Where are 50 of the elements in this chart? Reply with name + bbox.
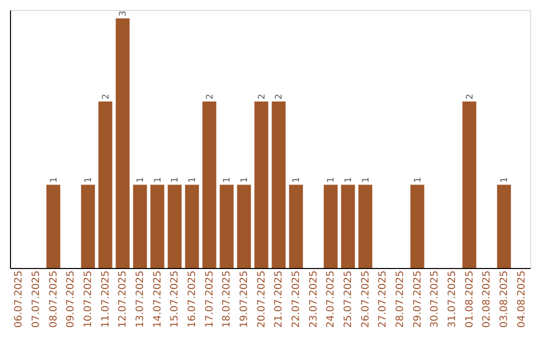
x-tick-label: 10.07.2025 [83, 270, 94, 328]
data-label: 2 [465, 94, 476, 100]
x-tick-label: 24.07.2025 [326, 270, 337, 328]
x-tick-label: 02.08.2025 [482, 270, 493, 328]
x-tick-label: 09.07.2025 [66, 270, 77, 328]
data-label: 2 [205, 94, 216, 100]
x-tick-label: 13.07.2025 [135, 270, 146, 328]
x-tick-label: 28.07.2025 [395, 270, 406, 328]
x-tick-label: 15.07.2025 [170, 270, 181, 328]
x-tick-label: 06.07.2025 [14, 270, 25, 328]
x-tick-label: 17.07.2025 [204, 270, 216, 328]
x-tick-label: 27.07.2025 [378, 270, 389, 328]
data-label: 1 [49, 177, 60, 183]
x-tick-label: 29.07.2025 [412, 270, 424, 328]
x-tick-label: 14.07.2025 [152, 270, 164, 328]
data-label: 1 [344, 177, 354, 183]
data-label: 1 [136, 177, 146, 183]
data-label: 1 [84, 177, 94, 183]
x-tick-label: 26.07.2025 [360, 270, 372, 328]
x-tick-label: 19.07.2025 [239, 270, 250, 328]
data-label: 3 [118, 10, 129, 16]
data-label: 1 [222, 177, 233, 183]
x-tick-label: 03.08.2025 [499, 270, 510, 328]
data-label: 1 [326, 177, 337, 183]
x-tick-label: 04.08.2025 [516, 270, 528, 328]
x-tick-label: 23.07.2025 [308, 270, 320, 328]
data-label: 1 [292, 177, 302, 183]
data-label: 2 [274, 94, 285, 100]
x-tick-label: 16.07.2025 [187, 270, 198, 328]
data-label: 1 [500, 177, 510, 183]
data-label: 1 [188, 177, 198, 183]
x-tick-label: 22.07.2025 [291, 270, 302, 328]
x-tick-label: 01.08.2025 [464, 270, 476, 328]
data-label: 1 [361, 177, 372, 183]
x-tick-label: 30.07.2025 [430, 270, 441, 328]
data-label: 1 [153, 177, 164, 183]
x-tick-label: 31.07.2025 [447, 270, 458, 328]
x-tick-label: 25.07.2025 [343, 270, 354, 328]
x-tick-label: 08.07.2025 [48, 270, 60, 328]
x-tick-label: 18.07.2025 [222, 270, 233, 328]
x-tick-label: 21.07.2025 [274, 270, 285, 328]
data-label: 2 [101, 94, 112, 100]
data-label: 1 [170, 177, 181, 183]
data-label: 1 [413, 177, 424, 183]
data-label: 2 [257, 94, 268, 100]
x-tick-label: 07.07.2025 [31, 270, 42, 328]
x-tick-label: 20.07.2025 [256, 270, 268, 328]
data-label: 1 [240, 177, 250, 183]
x-tick-label: 12.07.2025 [118, 270, 129, 328]
x-tick-label: 11.07.2025 [100, 270, 112, 328]
